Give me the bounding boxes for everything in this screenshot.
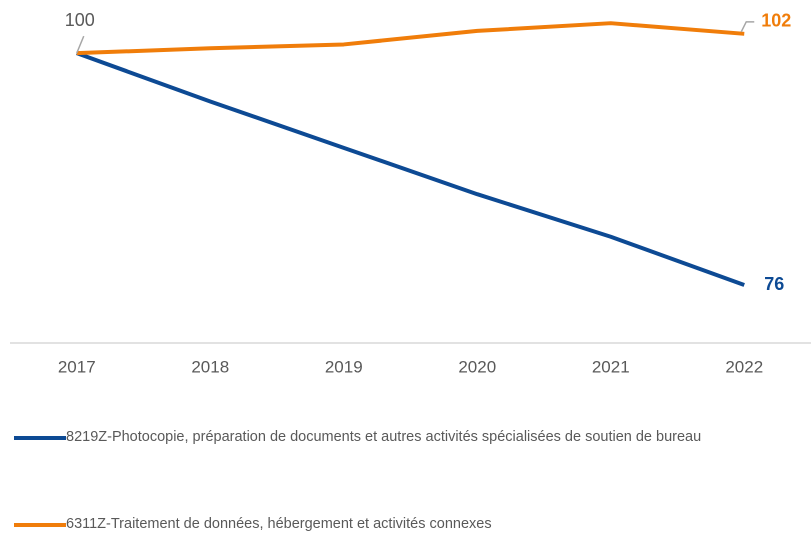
legend-swatch	[14, 523, 66, 527]
leader-line	[76, 35, 85, 54]
series-line	[76, 21, 745, 56]
data-label: 102	[761, 11, 791, 31]
legend-label: 8219Z-Photocopie, préparation de documen…	[66, 429, 702, 445]
x-tick-label: 2019	[325, 357, 363, 376]
x-tick-label: 2017	[58, 357, 96, 376]
data-label: 76	[764, 274, 784, 294]
data-label: 100	[65, 10, 95, 30]
legend-label: 6311Z-Traitement de données, hébergement…	[66, 516, 492, 532]
x-tick-label: 2022	[725, 357, 763, 376]
legend-item: 8219Z-Photocopie, préparation de documen…	[14, 426, 809, 448]
legend-swatch	[14, 436, 66, 440]
x-tick-label: 2020	[458, 357, 496, 376]
x-tick-label: 2018	[191, 357, 229, 376]
chart: 2017 2018 2019 2020 2021 2022 100 102 76	[10, 10, 811, 376]
series-line	[76, 51, 745, 287]
x-tick-label: 2021	[592, 357, 630, 376]
leader-line	[740, 21, 755, 33]
legend-item: 6311Z-Traitement de données, hébergement…	[14, 513, 809, 535]
